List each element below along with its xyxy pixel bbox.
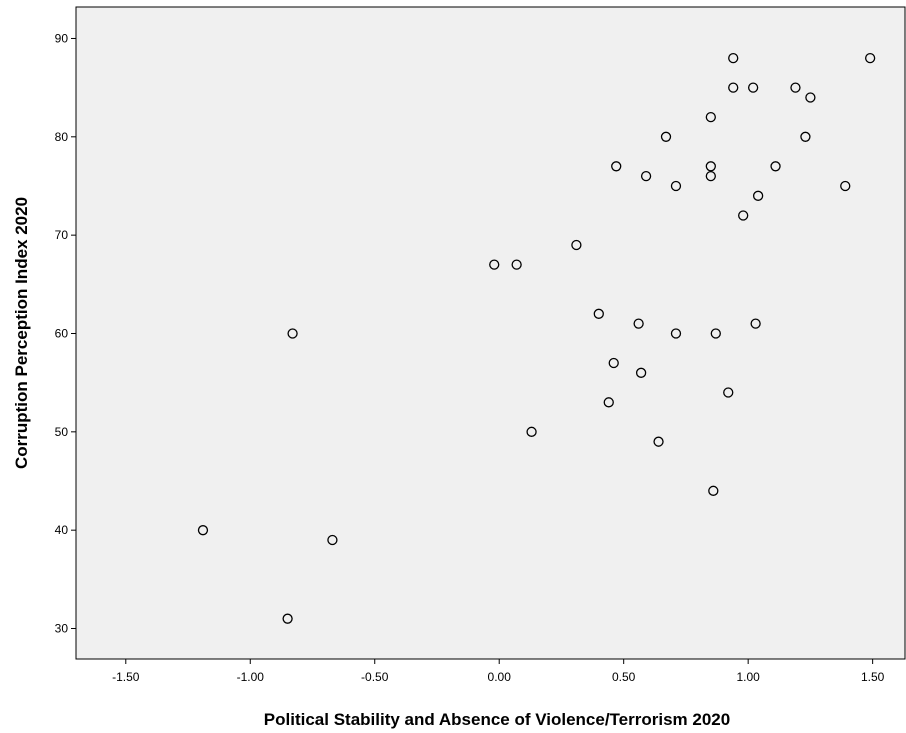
y-tick-label: 70 xyxy=(55,228,69,242)
y-tick-label: 50 xyxy=(55,425,69,439)
scatter-point xyxy=(611,161,622,172)
scatter-point xyxy=(750,318,761,329)
scatter-point xyxy=(752,190,764,201)
scatter-point xyxy=(635,367,647,378)
scatter-point xyxy=(489,259,500,270)
scatter-point xyxy=(282,613,293,624)
y-tick-label: 80 xyxy=(55,130,69,144)
scatter-point xyxy=(571,239,582,251)
scatter-point xyxy=(526,426,537,437)
scatter-point xyxy=(640,170,652,182)
scatter-point xyxy=(708,485,719,496)
scatter-point xyxy=(864,52,876,64)
scatter-point xyxy=(728,82,739,93)
scatter-point xyxy=(705,111,716,123)
scatter-point xyxy=(197,525,209,536)
scatter-point xyxy=(705,161,716,172)
y-tick-label: 90 xyxy=(55,31,69,45)
x-tick-label: 1.00 xyxy=(736,670,760,684)
scatter-point xyxy=(603,397,614,408)
y-tick-label: 30 xyxy=(55,622,69,636)
scatter-point xyxy=(790,82,801,93)
scatter-point xyxy=(770,161,781,172)
scatter-point xyxy=(747,82,759,93)
plot-area xyxy=(75,6,906,660)
y-tick-label: 40 xyxy=(55,523,69,537)
scatter-point xyxy=(327,534,338,546)
scatter-point xyxy=(660,131,672,142)
x-tick-label: 0.50 xyxy=(612,670,636,684)
x-tick-label: -1.50 xyxy=(112,670,140,684)
scatter-point xyxy=(633,318,644,329)
scatter-point xyxy=(728,52,739,64)
scatter-point xyxy=(608,357,619,369)
scatter-point xyxy=(840,180,851,192)
data-points xyxy=(197,52,876,624)
scatter-point xyxy=(738,210,749,221)
x-tick-label: -1.00 xyxy=(237,670,265,684)
x-tick-label: 0.00 xyxy=(488,670,512,684)
scatter-point xyxy=(593,308,604,319)
scatter-point xyxy=(670,328,682,339)
x-axis: -1.50 -1.00 -0.50 0.00 0.50 1.00 1.50 xyxy=(112,659,885,684)
scatter-point xyxy=(805,92,816,103)
scatter-point xyxy=(800,131,811,142)
x-axis-label: Political Stability and Absence of Viole… xyxy=(264,710,730,729)
scatter-point xyxy=(653,436,664,447)
x-tick-label: -0.50 xyxy=(361,670,389,684)
scatter-point xyxy=(287,328,298,339)
scatter-point xyxy=(723,387,734,398)
x-tick-label: 1.50 xyxy=(861,670,885,684)
y-tick-label: 60 xyxy=(55,326,69,340)
scatter-point xyxy=(705,170,716,182)
scatter-point xyxy=(511,259,522,270)
y-axis-label: Corruption Perception Index 2020 xyxy=(12,197,31,469)
scatter-point xyxy=(670,180,682,192)
y-axis: 30 40 50 60 70 80 90 xyxy=(55,31,76,636)
scatter-point xyxy=(710,328,721,339)
